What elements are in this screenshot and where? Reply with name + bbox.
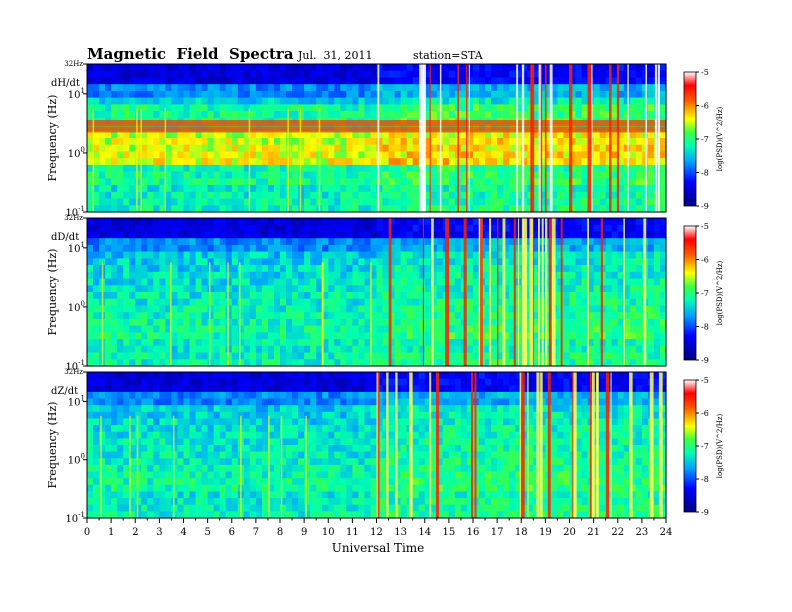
colorbar [683, 225, 697, 361]
panel-label: dZ/dt [51, 386, 78, 397]
x-tick-label: 20 [563, 527, 576, 538]
y-tick-label: 100 [68, 453, 85, 467]
x-tick-label: 10 [322, 527, 335, 538]
colorbar-tick-label: -5 [701, 376, 709, 385]
y-tick-exponent: 1 [81, 394, 85, 402]
y-axis-label: Frequency (Hz) [46, 402, 59, 489]
x-tick-label: 11 [346, 527, 359, 538]
colorbar [683, 71, 697, 207]
y-tick-label: 101 [68, 87, 85, 101]
y-tick-exponent: 1 [81, 87, 85, 95]
x-tick-label: 15 [443, 527, 456, 538]
activity-streaks [100, 372, 663, 518]
activity-streaks [92, 64, 660, 212]
spectrogram-panel-1: dD/dt 32Hz 101 100 1 0 -1 Frequency (Hz) -5 -6 -7 -… [46, 214, 724, 373]
panel-frame [86, 217, 667, 367]
figure-title: Magnetic Field Spectra [87, 45, 294, 63]
y-tick-label: 32Hz [64, 60, 83, 68]
colorbar-tick-label: -6 [701, 409, 709, 418]
y-tick-exponent: -1 [78, 359, 85, 367]
x-tick-label: 2 [132, 527, 138, 538]
x-axis-label: Universal Time [332, 541, 425, 555]
x-tick-label: 17 [491, 527, 504, 538]
x-tick-label: 19 [539, 527, 552, 538]
y-axis-label: Frequency (Hz) [46, 95, 59, 182]
colorbar-tick-label: -7 [701, 135, 709, 144]
band-line-1 [87, 120, 666, 127]
x-axis: 0 1 2 3 4 5 6 7 8 9 10 11 12 13 14 15 16 17 18 19 20 21 22 23 24 [84, 518, 673, 538]
x-tick-label: 14 [418, 527, 431, 538]
colorbar-tick-label: -7 [701, 289, 709, 298]
activity-streaks [101, 218, 647, 366]
panel-label: dH/dt [51, 78, 80, 89]
y-tick-exponent: 0 [81, 300, 85, 308]
colorbar-tick-label: -8 [701, 475, 709, 484]
colorbar-tick-label: -6 [701, 102, 709, 111]
panel-label: dD/dt [51, 232, 79, 243]
colorbar-tick-label: -9 [701, 508, 709, 517]
x-tick-label: 8 [277, 527, 283, 538]
x-tick-label: 13 [394, 527, 407, 538]
y-tick-label: 32Hz [64, 368, 83, 376]
x-tick-label: 6 [229, 527, 235, 538]
y-tick-label: 32Hz [64, 214, 83, 222]
band-line-0 [87, 126, 666, 133]
x-tick-label: 21 [587, 527, 600, 538]
x-tick-label: 24 [660, 527, 673, 538]
colorbar-tick-label: -8 [701, 323, 709, 332]
y-axis-label: Frequency (Hz) [46, 249, 59, 336]
colorbar-label: log(PSD)(V^2/Hz) [716, 260, 724, 325]
panel-frame [86, 63, 667, 213]
colorbar-tick-label: -6 [701, 256, 709, 265]
x-tick-label: 7 [253, 527, 259, 538]
colorbar-tick-label: -9 [701, 356, 709, 365]
x-tick-label: 18 [515, 527, 528, 538]
x-tick-label: 0 [84, 527, 90, 538]
figure-station: station=STA [413, 49, 484, 62]
x-tick-label: 4 [180, 527, 186, 538]
colorbar-tick-label: -5 [701, 222, 709, 231]
spectrogram-intensity [87, 218, 667, 367]
x-tick-label: 5 [204, 527, 210, 538]
colorbar-label: log(PSD)(V^2/Hz) [716, 413, 724, 478]
x-tick-label: 1 [108, 527, 114, 538]
figure-date: Jul. 31, 2011 [297, 49, 373, 62]
y-tick-label: 100 [68, 300, 85, 314]
y-tick-label: 101 [68, 241, 85, 255]
spectrogram-panel-0: dH/dt 32Hz 101 100 1 0 -1 Frequency (Hz) -5 -6 -7 -… [46, 60, 724, 219]
colorbar-label: log(PSD)(V^2/Hz) [716, 106, 724, 171]
x-tick-label: 9 [301, 527, 307, 538]
spectrogram-intensity [87, 64, 667, 213]
y-tick-exponent: 0 [81, 453, 85, 461]
colorbar-tick-label: -5 [701, 68, 709, 77]
colorbar-tick-label: -7 [701, 442, 709, 451]
colorbar [683, 379, 697, 513]
y-tick-exponent: 1 [81, 241, 85, 249]
x-tick-label: 23 [636, 527, 649, 538]
y-tick-exponent: -1 [78, 511, 85, 519]
colorbar-tick-label: -9 [701, 202, 709, 211]
colorbar-tick-label: -8 [701, 169, 709, 178]
y-tick-label: 10-1 [65, 511, 85, 525]
x-tick-label: 16 [467, 527, 480, 538]
y-tick-exponent: -1 [78, 205, 85, 213]
x-tick-label: 12 [370, 527, 383, 538]
y-tick-exponent: 0 [81, 146, 85, 154]
x-tick-label: 22 [611, 527, 624, 538]
y-tick-label: 101 [68, 394, 85, 408]
x-tick-label: 3 [156, 527, 162, 538]
y-tick-label: 100 [68, 146, 85, 160]
